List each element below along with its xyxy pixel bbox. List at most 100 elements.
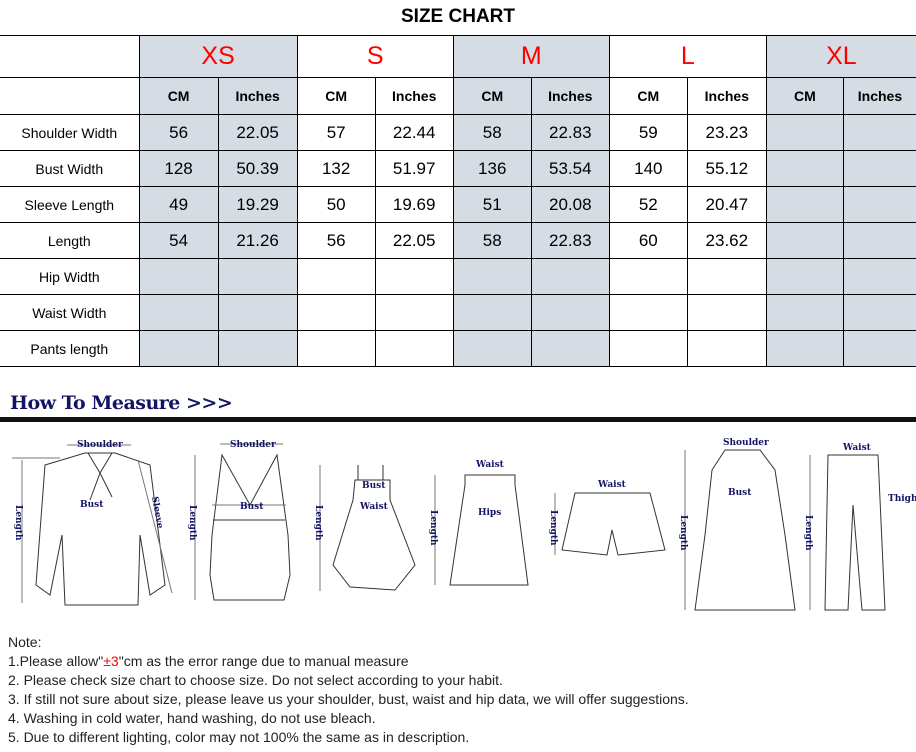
measurement-value [765,150,844,187]
unit-header: Inches [842,77,916,115]
svg-text:Waist: Waist [842,443,872,453]
measurement-value: 19.29 [217,186,298,223]
page-title: SIZE CHART [401,6,515,27]
measurement-value [138,294,219,331]
svg-text:Shoulder: Shoulder [723,438,769,448]
measurement-value [296,258,376,295]
measurement-value: 56 [296,222,376,259]
measurement-value [686,258,767,295]
svg-text:Length: Length [313,505,323,541]
table-row: Sleeve Length 49 19.29 50 19.69 51 20.08 52 20.4… [0,186,916,223]
measurement-value: 132 [296,150,376,187]
label-shoulder: Shoulder [77,440,123,450]
measurement-value [138,330,219,367]
measurement-value [138,258,219,295]
measurement-value [765,294,844,331]
measurement-value: 140 [608,150,688,187]
measurement-label: Pants length [0,330,140,367]
measurement-value [686,330,767,367]
measurement-value: 22.05 [374,222,454,259]
unit-header: Inches [217,77,298,115]
measurement-value: 19.69 [374,186,454,223]
unit-header: CM [138,77,219,115]
svg-text:Thigh: Thigh [888,494,916,504]
notes: Note: 1.Please allow"±3"cm as the error … [8,633,689,747]
svg-text:Bust: Bust [80,500,104,510]
measurement-value [765,330,844,367]
svg-text:Waist: Waist [359,502,389,512]
table-row: Bust Width 128 50.39 132 51.97 136 53.54 140 55.… [0,150,916,187]
measurement-value: 22.44 [374,114,454,151]
measurement-label: Sleeve Length [0,186,140,223]
measurement-value: 22.83 [530,114,610,151]
measurement-value: 58 [452,114,532,151]
measurement-value [374,258,454,295]
svg-text:Bust: Bust [728,488,752,498]
note-item: 1.Please allow"±3"cm as the error range … [8,653,409,669]
measurement-value: 21.26 [217,222,298,259]
measurement-value: 49 [138,186,219,223]
table-row: Length 54 21.26 56 22.05 58 22.83 60 23.62 [0,222,916,259]
svg-text:Length: Length [678,515,688,551]
measurement-value [608,330,688,367]
size-header-s: S [296,35,454,78]
measurement-value: 60 [608,222,688,259]
unit-header: CM [765,77,844,115]
how-to-measure-heading: How To Measure >>> [10,392,233,414]
size-header-l: L [608,35,767,78]
note-item: 4. Washing in cold water, hand washing, … [8,710,376,726]
measurement-value: 55.12 [686,150,767,187]
unit-header: CM [452,77,532,115]
unit-row: CM Inches CM Inches CM Inches CM Inches CM Inches [0,77,916,115]
svg-text:Length: Length [428,510,438,546]
measurement-value [452,330,532,367]
measurement-value: 52 [608,186,688,223]
measurement-value [374,294,454,331]
measurement-value: 20.47 [686,186,767,223]
measurement-value [765,222,844,259]
measurement-label: Shoulder Width [0,114,140,151]
measurement-value [608,294,688,331]
measurement-value: 23.23 [686,114,767,151]
measurement-label: Length [0,222,140,259]
measurement-value [530,330,610,367]
measurement-value: 22.83 [530,222,610,259]
size-header-m: M [452,35,610,78]
measurement-value: 50.39 [217,150,298,187]
measurement-value: 20.08 [530,186,610,223]
measurement-value [765,186,844,223]
table-row: Pants length [0,330,916,367]
size-header-xs: XS [138,35,298,78]
measurement-value [608,258,688,295]
unit-header: CM [296,77,376,115]
measurement-label: Waist Width [0,294,140,331]
measurement-value [217,258,298,295]
measurement-value [842,258,916,295]
svg-text:Bust: Bust [240,502,264,512]
measurement-value: 51 [452,186,532,223]
table-row: Hip Width [0,258,916,295]
measurement-value [765,258,844,295]
measurement-value [374,330,454,367]
corner-cell [0,77,140,115]
svg-text:Length: Length [187,505,197,541]
svg-text:Shoulder: Shoulder [230,440,276,450]
measurement-value [530,294,610,331]
divider [0,417,916,422]
measurement-value [452,258,532,295]
measurement-value: 57 [296,114,376,151]
measurement-value: 23.62 [686,222,767,259]
measurement-value: 59 [608,114,688,151]
measurement-value [296,330,376,367]
size-chart-table: XS S M L XL CM Inches CM Inches CM Inches CM Inches C… [0,35,916,367]
svg-text:Hips: Hips [478,508,501,518]
measurement-value [452,294,532,331]
measurement-value [842,222,916,259]
svg-text:Length: Length [13,505,23,541]
measurement-value [842,186,916,223]
svg-text:Bust: Bust [362,481,386,491]
measurement-value [686,294,767,331]
unit-header: CM [608,77,688,115]
svg-text:Length: Length [548,510,558,546]
corner-cell [0,35,140,78]
